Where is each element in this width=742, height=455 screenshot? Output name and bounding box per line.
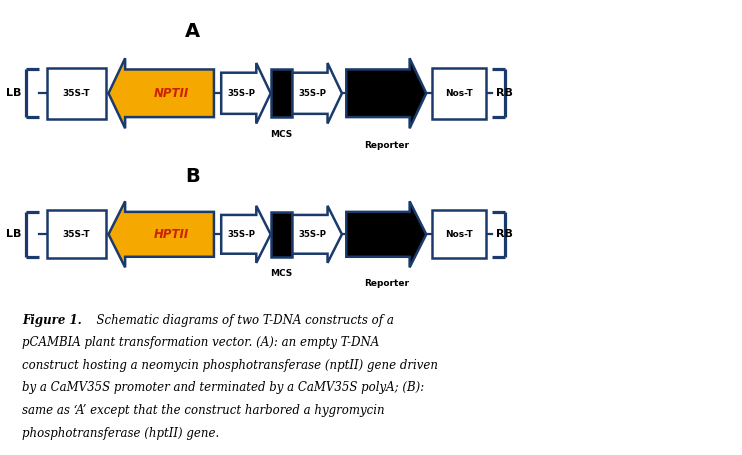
Text: B: B <box>186 167 200 186</box>
Bar <box>47 210 105 258</box>
Bar <box>432 210 486 258</box>
Text: NPTII: NPTII <box>154 87 189 100</box>
Bar <box>432 68 486 119</box>
Text: construct hosting a neomycin phosphotransferase (nptII) gene driven: construct hosting a neomycin phosphotran… <box>22 359 439 372</box>
Text: A: A <box>186 22 200 40</box>
Bar <box>47 68 105 119</box>
Text: MCS: MCS <box>270 130 292 139</box>
Text: Reporter: Reporter <box>364 141 409 150</box>
Text: LB: LB <box>5 229 21 239</box>
Text: Schematic diagrams of two T-DNA constructs of a: Schematic diagrams of two T-DNA construc… <box>89 314 394 327</box>
Polygon shape <box>108 58 214 128</box>
Text: same as ‘A’ except that the construct harbored a hygromycin: same as ‘A’ except that the construct ha… <box>22 404 385 417</box>
Polygon shape <box>347 201 426 268</box>
Text: Nos-T: Nos-T <box>445 89 473 98</box>
Text: 35S-P: 35S-P <box>298 89 326 98</box>
Polygon shape <box>292 206 342 263</box>
Polygon shape <box>221 63 271 123</box>
Polygon shape <box>221 206 271 263</box>
Polygon shape <box>108 201 214 268</box>
Text: 35S-P: 35S-P <box>227 230 255 239</box>
Text: phosphotransferase (hptII) gene.: phosphotransferase (hptII) gene. <box>22 427 220 440</box>
Text: Figure 1.: Figure 1. <box>22 314 82 327</box>
Text: pCAMBIA plant transformation vector. (A): an empty T-DNA: pCAMBIA plant transformation vector. (A)… <box>22 336 379 349</box>
Text: 35S-P: 35S-P <box>298 230 326 239</box>
Text: MCS: MCS <box>270 269 292 278</box>
Text: 35S-P: 35S-P <box>227 89 255 98</box>
Text: RB: RB <box>496 229 513 239</box>
Polygon shape <box>347 58 426 128</box>
Text: Nos-T: Nos-T <box>445 230 473 239</box>
Text: 35S-T: 35S-T <box>62 89 91 98</box>
Text: HPTII: HPTII <box>154 228 189 241</box>
Bar <box>271 70 292 117</box>
Polygon shape <box>292 63 342 123</box>
Text: by a CaMV35S promoter and terminated by a CaMV35S polyA; (B):: by a CaMV35S promoter and terminated by … <box>22 381 424 394</box>
Text: 35S-T: 35S-T <box>62 230 91 239</box>
Text: Reporter: Reporter <box>364 279 409 288</box>
Text: LB: LB <box>5 88 21 98</box>
Bar <box>271 212 292 257</box>
Text: RB: RB <box>496 88 513 98</box>
